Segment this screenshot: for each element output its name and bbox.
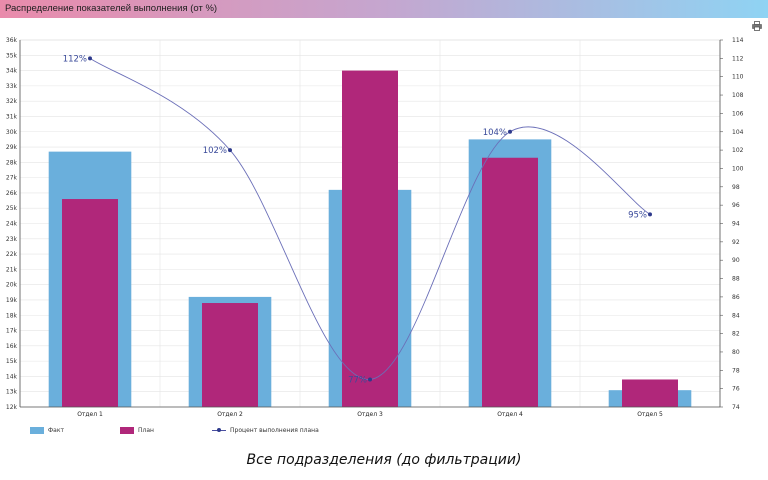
- y-left-tick-label: 34k: [6, 68, 18, 75]
- percent-data-label: 112%: [63, 54, 87, 64]
- bars: [48, 70, 692, 408]
- y-right-tick-label: 80: [732, 349, 740, 356]
- labels: 112% 102% 77% 104% 95%: [63, 54, 647, 385]
- y-right-tick-label: 102: [732, 147, 744, 154]
- percent-point: [228, 148, 232, 153]
- y-right-tick-label: 88: [732, 276, 740, 283]
- y-left-tick-label: 16k: [6, 343, 18, 350]
- y-left-tick-label: 25k: [6, 205, 18, 212]
- y-left-tick-label: 13k: [6, 389, 18, 396]
- y-right-tick-label: 92: [732, 239, 740, 246]
- percent-point: [368, 377, 372, 382]
- x-category-label: Отдел 2: [217, 411, 243, 418]
- chart-plot: 12k 13k 14k 15k 16k 17k 18k 19k 20k 21k 22k 23k 24k 2…: [6, 37, 744, 418]
- y-left-tick-label: 28k: [6, 159, 18, 166]
- x-category-label: Отдел 5: [637, 411, 663, 418]
- y-right-tick-label: 94: [732, 221, 740, 228]
- y-right-tick-label: 108: [732, 92, 744, 99]
- y-left-tick-label: 14k: [6, 373, 18, 380]
- percent-data-label: 77%: [348, 375, 367, 385]
- y-left-tick-label: 18k: [6, 312, 18, 319]
- y-right-tick-label: 74: [732, 404, 740, 411]
- legend-label-percent: Процент выполнения плана: [230, 426, 319, 434]
- axes: 12k 13k 14k 15k 16k 17k 18k 19k 20k 21k 22k 23k 24k 2…: [6, 37, 744, 418]
- legend-item-percent[interactable]: Процент выполнения плана: [212, 424, 319, 436]
- y-left-tick-label: 19k: [6, 297, 18, 304]
- legend-label-plan: План: [138, 426, 154, 434]
- y-right-tick-label: 110: [732, 74, 744, 81]
- legend-swatch-plan: [120, 426, 134, 434]
- y-left-tick-label: 12k: [6, 404, 18, 411]
- legend-swatch-fact: [30, 426, 44, 434]
- print-icon[interactable]: [752, 21, 762, 31]
- chart-title-bar: Распределение показателей выполнения (от…: [0, 0, 768, 18]
- legend: Факт План Процент выполнения плана: [0, 424, 768, 438]
- y-right-tick-label: 112: [732, 55, 744, 62]
- bar-plan: [482, 157, 538, 407]
- y-left-tick-label: 35k: [6, 52, 18, 59]
- y-right-tick-label: 98: [732, 184, 740, 191]
- y-left-tick-label: 23k: [6, 236, 18, 243]
- percent-data-label: 95%: [628, 210, 647, 220]
- y-right-tick-label: 90: [732, 257, 740, 264]
- y-right-tick-label: 78: [732, 367, 740, 374]
- legend-label-fact: Факт: [48, 426, 64, 434]
- y-left-tick-label: 21k: [6, 266, 18, 273]
- legend-item-fact[interactable]: Факт: [30, 424, 64, 436]
- bar-plan: [342, 70, 398, 408]
- y-right-tick-label: 86: [732, 294, 740, 301]
- bar-plan: [622, 379, 678, 407]
- legend-swatch-percent: [212, 427, 226, 434]
- percent-point: [508, 129, 512, 134]
- y-left-tick-label: 15k: [6, 358, 18, 365]
- y-right-tick-label: 82: [732, 331, 740, 338]
- x-category-label: Отдел 3: [357, 411, 383, 418]
- percent-point: [88, 56, 92, 61]
- y-left-tick-label: 36k: [6, 37, 18, 44]
- y-right-tick-label: 104: [732, 129, 744, 136]
- y-right-tick-label: 96: [732, 202, 740, 209]
- y-right-tick-label: 114: [732, 37, 744, 44]
- y-left-tick-label: 30k: [6, 129, 18, 136]
- percent-data-label: 104%: [483, 128, 507, 138]
- percent-data-label: 102%: [203, 146, 227, 156]
- chart-title: Распределение показателей выполнения (от…: [5, 3, 218, 14]
- y-left-tick-label: 26k: [6, 190, 18, 197]
- bar-plan: [62, 199, 118, 407]
- y-left-tick-label: 24k: [6, 221, 18, 228]
- figure-caption: Все подразделения (до фильтрации): [246, 452, 522, 468]
- y-left-tick-label: 20k: [6, 282, 18, 289]
- percent-point: [648, 212, 652, 217]
- y-left-tick-label: 17k: [6, 328, 18, 335]
- y-left-tick-label: 27k: [6, 175, 18, 182]
- x-category-label: Отдел 4: [497, 411, 523, 418]
- y-left-tick-label: 31k: [6, 113, 18, 120]
- y-right-tick-label: 100: [732, 165, 744, 172]
- bar-plan: [202, 303, 258, 407]
- y-right-tick-label: 84: [732, 312, 740, 319]
- y-right-tick-label: 106: [732, 110, 744, 117]
- y-left-tick-label: 29k: [6, 144, 18, 151]
- legend-item-plan[interactable]: План: [120, 424, 154, 436]
- line-series: [88, 56, 652, 382]
- y-left-tick-label: 32k: [6, 98, 18, 105]
- y-left-tick-label: 22k: [6, 251, 18, 258]
- y-left-tick-label: 33k: [6, 83, 18, 90]
- y-right-tick-label: 76: [732, 386, 740, 393]
- x-category-label: Отдел 1: [77, 411, 103, 418]
